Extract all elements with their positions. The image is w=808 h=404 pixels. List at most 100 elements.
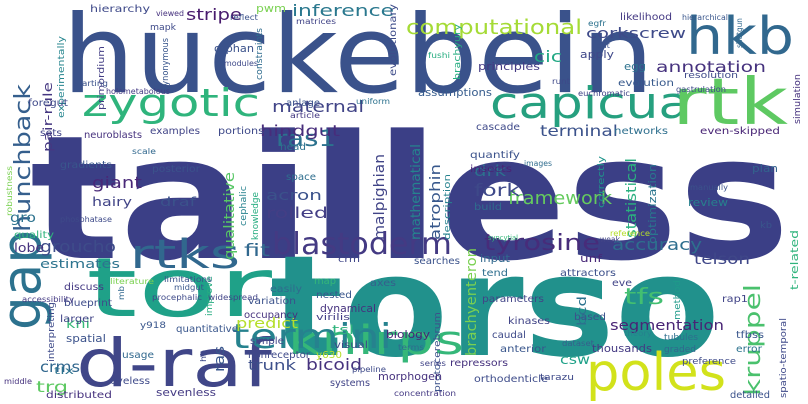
word-widespread: widespread bbox=[208, 293, 258, 302]
word-limitations: limitations bbox=[164, 275, 212, 284]
word-trg: trg bbox=[36, 378, 68, 396]
word-sets: sets bbox=[40, 128, 62, 139]
word-hkb: hkb bbox=[686, 7, 794, 67]
word-resolution: resolution bbox=[684, 71, 738, 81]
word-dataset: dataset bbox=[562, 339, 594, 348]
word-middle: middle bbox=[4, 377, 32, 386]
word-gro: gro bbox=[10, 211, 36, 226]
word-robustness: robustness bbox=[5, 166, 14, 216]
word-kinases: kinases bbox=[508, 316, 550, 327]
word-tubules: tubules bbox=[664, 333, 698, 343]
word-uniform: uniform bbox=[356, 97, 390, 106]
word-interpreting: interpreting bbox=[47, 302, 57, 362]
word-constraints: constraints bbox=[255, 28, 265, 80]
word-syncytial: syncytial bbox=[488, 234, 518, 242]
word-orthodenticle: orthodenticle bbox=[474, 374, 548, 385]
word-trunk: trunk bbox=[248, 358, 297, 374]
word-synonymous: synonymous bbox=[161, 38, 171, 90]
word-larger: larger bbox=[60, 314, 95, 325]
word-cic: cic bbox=[534, 47, 562, 66]
word-hindgut: hindgut bbox=[260, 122, 340, 140]
word-drk: drk bbox=[474, 162, 506, 180]
word-computational: computational bbox=[406, 15, 582, 39]
word-inference: inference bbox=[292, 1, 394, 20]
word-accessibility: accessibility bbox=[22, 295, 74, 304]
word-eyeless: eyeless bbox=[110, 376, 150, 387]
word-literature: literature bbox=[110, 277, 154, 286]
word-egg: egg bbox=[624, 60, 646, 73]
word-kruppel: kruppel bbox=[741, 284, 766, 396]
word-cascade: cascade bbox=[476, 122, 520, 133]
word-searches: searches bbox=[414, 256, 460, 267]
word-acron: acron bbox=[266, 188, 322, 204]
word-experimentally: experimentally bbox=[57, 35, 67, 118]
word-pwm: pwm bbox=[256, 2, 286, 15]
word-kb: kb bbox=[760, 221, 772, 231]
word-tailless: tailless bbox=[30, 98, 790, 299]
word-poles: poles bbox=[586, 343, 726, 403]
word-knirps: knirps bbox=[288, 318, 464, 364]
word-framework: framework bbox=[508, 188, 613, 209]
word-malpighian: malpighian bbox=[372, 154, 388, 240]
word-preference: preference bbox=[682, 357, 737, 367]
word-apply: apply bbox=[580, 48, 615, 61]
word-modules: modules bbox=[224, 59, 258, 68]
word-eve: eve bbox=[612, 278, 632, 289]
word-description: description bbox=[443, 174, 453, 240]
word-usage: usage bbox=[122, 350, 154, 361]
word-y630: y630 bbox=[316, 350, 342, 361]
word-orphan: orphan bbox=[214, 42, 254, 55]
word-variation: variation bbox=[248, 296, 296, 307]
word-series: series bbox=[420, 359, 446, 368]
word-bicoid: bicoid bbox=[306, 355, 362, 374]
word-hierarchical: hierarchical bbox=[682, 13, 728, 22]
word-protocerebrum: protocerebrum bbox=[433, 312, 443, 392]
word-quality: quality bbox=[14, 230, 54, 241]
word-axes: axes bbox=[370, 278, 396, 289]
word-head: head bbox=[280, 142, 306, 153]
word-tor: tor bbox=[86, 241, 272, 336]
word-fushi: fushi bbox=[428, 51, 450, 60]
word-insects: insects bbox=[470, 164, 512, 175]
word-map: map bbox=[314, 276, 336, 287]
word-method: method bbox=[673, 280, 683, 320]
word-blueprint: blueprint bbox=[64, 298, 112, 309]
word-spatial: spatial bbox=[66, 332, 106, 345]
word-easily: easily bbox=[270, 284, 302, 295]
word-quantitative: quantitative bbox=[176, 324, 238, 335]
word-visual: visual bbox=[334, 340, 368, 351]
word-telson: telson bbox=[694, 250, 750, 268]
word-midgut: midgut bbox=[174, 283, 204, 292]
word-tlx: tlx bbox=[54, 366, 74, 377]
word-repressors: repressors bbox=[450, 358, 508, 369]
word-qualitative: qualitative bbox=[222, 172, 238, 260]
word-sevenless: sevenless bbox=[156, 386, 216, 399]
word-build: build bbox=[474, 202, 502, 213]
word-systems: systems bbox=[330, 378, 370, 389]
word-accuracy: accuracy bbox=[612, 235, 702, 254]
word-holometabolous: holometabolous bbox=[106, 87, 170, 96]
word-likelihood: likelihood bbox=[620, 12, 672, 23]
word-simple: simple bbox=[250, 336, 284, 347]
word-rtk: rtk bbox=[672, 66, 788, 140]
word-neuroblasts: neuroblasts bbox=[84, 130, 142, 141]
word-distributed: distributed bbox=[46, 390, 112, 401]
word-error: error bbox=[736, 344, 763, 355]
word-space: space bbox=[286, 172, 316, 183]
word-concentration: concentration bbox=[394, 389, 456, 398]
word-rolled: rolled bbox=[266, 204, 328, 222]
word-shotgun: shotgun bbox=[735, 18, 744, 48]
word-morphogen: morphogen bbox=[378, 370, 442, 383]
word-corkscrew: corkscrew bbox=[586, 26, 686, 42]
word-viewed: viewed bbox=[156, 9, 184, 18]
word-predict: predict bbox=[236, 316, 299, 332]
word-hierarchy: hierarchy bbox=[90, 4, 150, 15]
word-mathematical: mathematical bbox=[409, 144, 424, 240]
word-tsl: tsl bbox=[332, 323, 354, 337]
word-unf: unf bbox=[580, 252, 603, 265]
word-input: input bbox=[480, 252, 511, 265]
word-crms: crms bbox=[40, 358, 80, 376]
word-examples: examples bbox=[150, 126, 200, 137]
word-crm: crm bbox=[338, 255, 360, 265]
